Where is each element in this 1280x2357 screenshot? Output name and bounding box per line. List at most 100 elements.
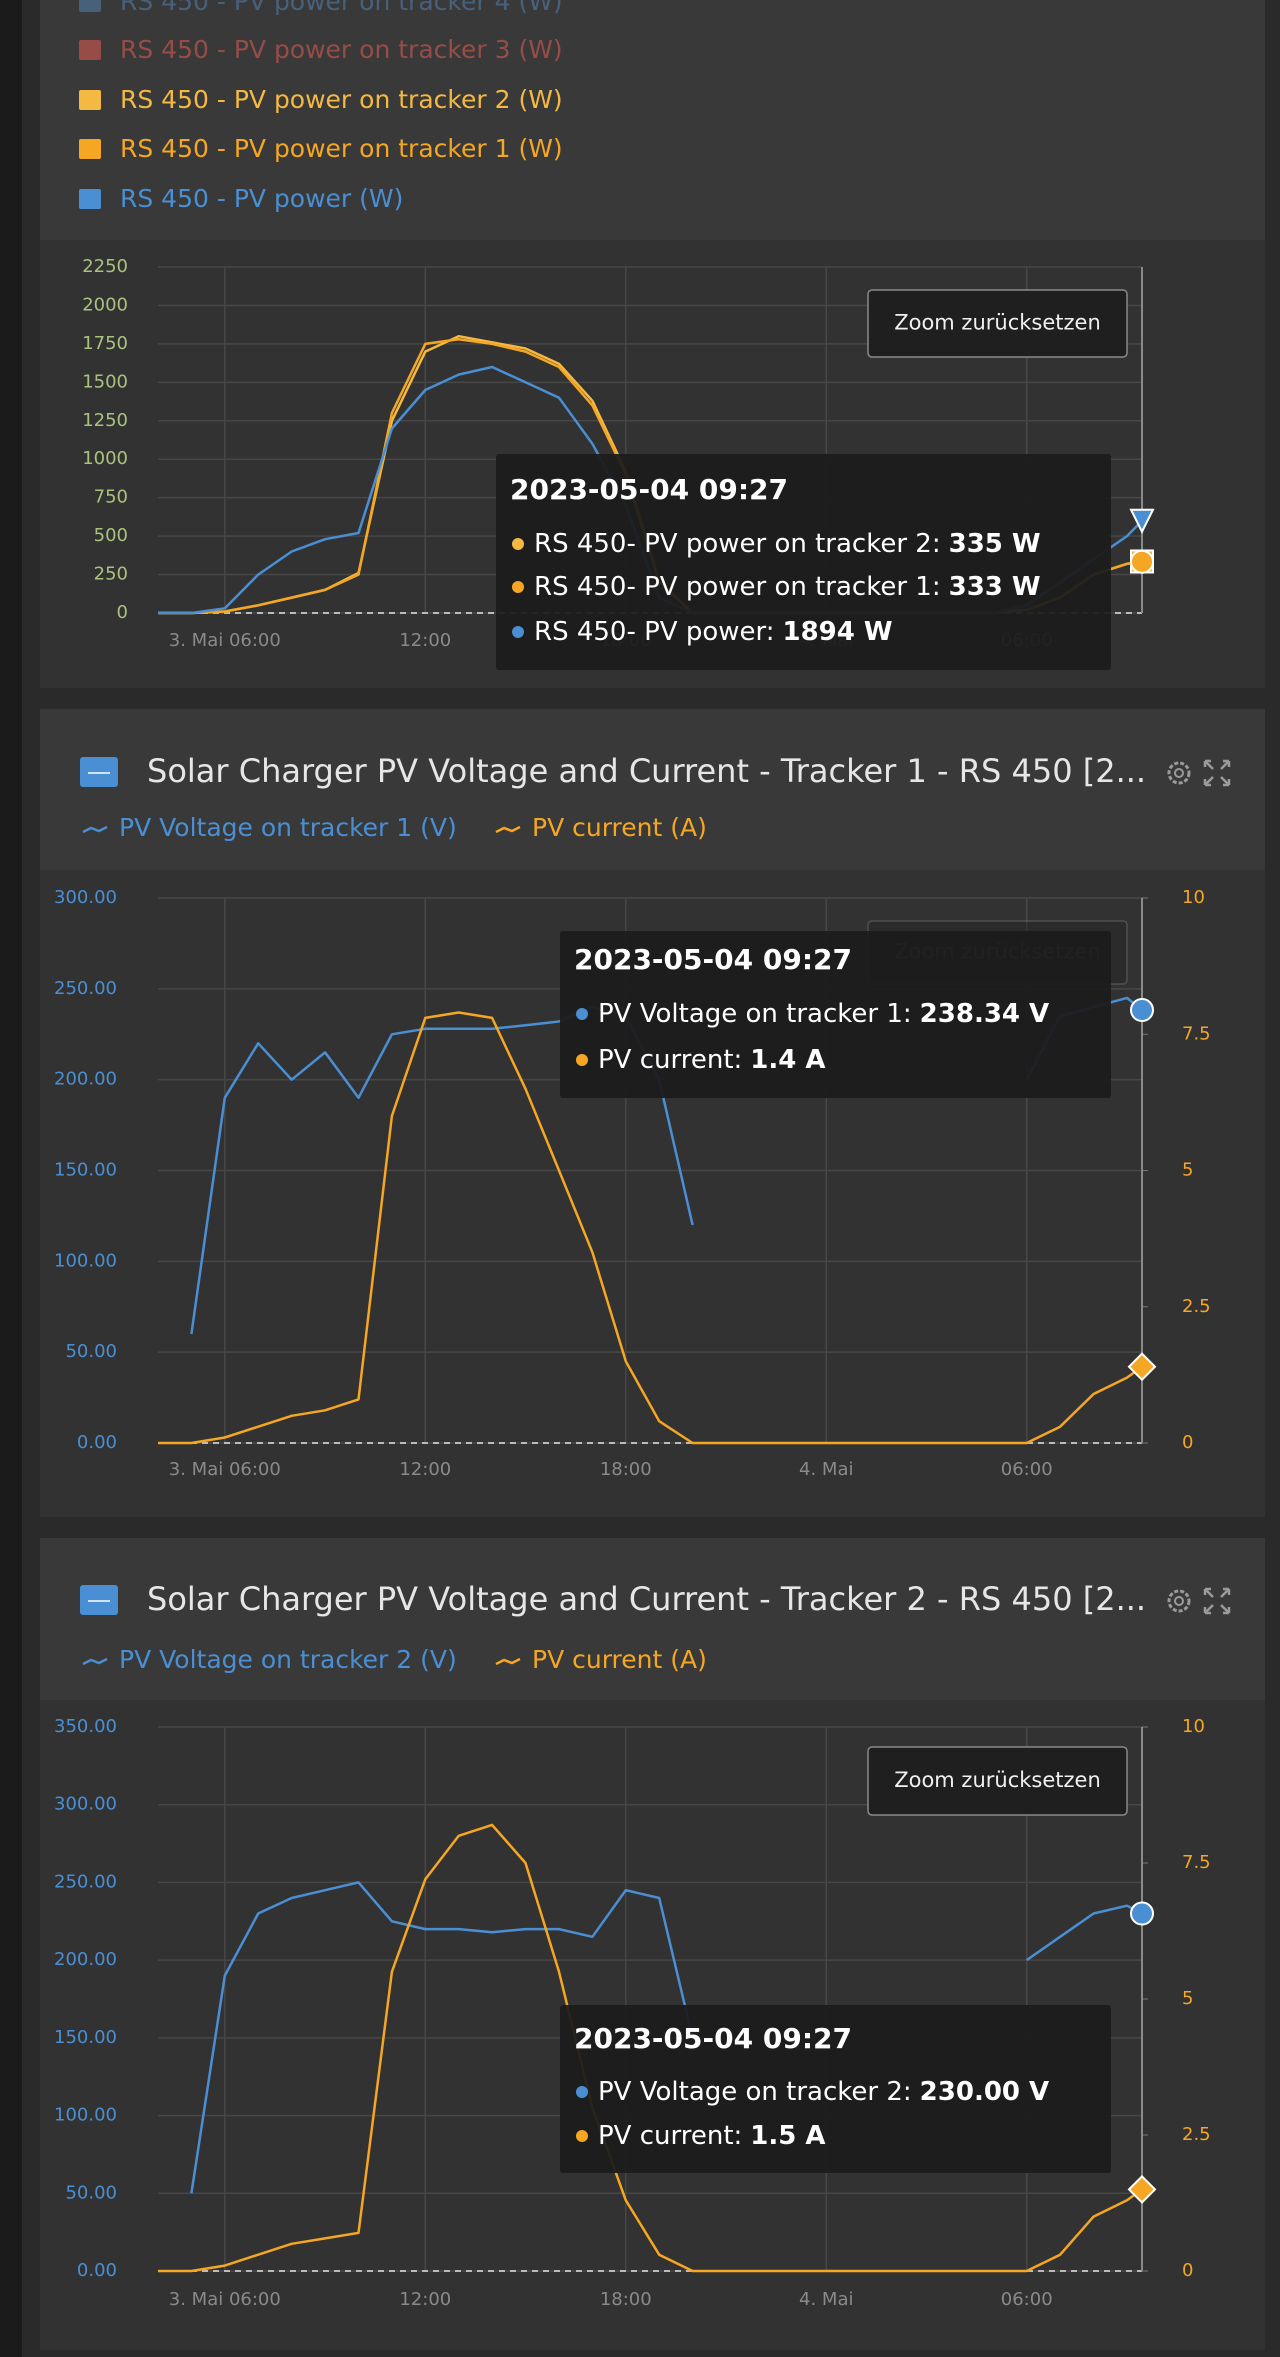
tooltip-label: PV current: [598, 2121, 742, 2151]
tooltip-label: RS 450- PV power: [534, 617, 775, 647]
settings-icon-hub [1174, 768, 1184, 778]
y-tick-label: 100.00 [54, 2105, 117, 2126]
point-marker [1130, 998, 1154, 1023]
y-tick-label: 350.00 [54, 1716, 117, 1737]
legend-icon[interactable] [495, 825, 521, 834]
legend-icon[interactable] [79, 139, 101, 159]
tooltip [560, 2005, 1111, 2173]
y-tick-label: 750 [94, 487, 128, 508]
legend-icon[interactable] [82, 1657, 108, 1666]
y-tick-label: 250.00 [54, 1871, 117, 1892]
legend-icon[interactable] [79, 90, 101, 110]
y-tick-label: 500 [94, 525, 128, 546]
y-tick-label: 100.00 [54, 1250, 117, 1271]
y-tick-label: 2250 [82, 256, 128, 277]
y-tick-label: 1750 [82, 333, 128, 354]
y-tick-label: 200.00 [54, 1069, 117, 1090]
y-tick-label: 300.00 [54, 1794, 117, 1815]
legend-label[interactable]: RS 450 - PV power on tracker 4 (W) [120, 0, 563, 16]
legend-label[interactable]: RS 450 - PV power on tracker 1 (W) [120, 134, 563, 163]
legend-label[interactable]: RS 450 - PV power on tracker 3 (W) [120, 35, 563, 64]
tooltip-row: PV Voltage on tracker 1: 238.34 V [598, 999, 1049, 1029]
point-marker [1130, 549, 1154, 574]
legend-label[interactable]: PV Voltage on tracker 2 (V) [119, 1645, 457, 1674]
legend-icon[interactable] [79, 189, 101, 209]
tooltip-value: 333 W [949, 572, 1041, 602]
y-tick-label: 1500 [82, 371, 128, 392]
tooltip-bullet [512, 538, 524, 550]
x-tick-label: 3. Mai 06:00 [169, 2289, 281, 2310]
y-tick-label: 0.00 [77, 2260, 117, 2281]
fullscreen-icon[interactable] [1203, 759, 1231, 787]
tooltip-row: PV Voltage on tracker 2: 230.00 V [598, 2077, 1049, 2107]
zoom-button[interactable] [867, 1746, 1128, 1816]
y-tick-label: 250 [94, 564, 128, 585]
y2-tick-label: 0 [1182, 1432, 1193, 1453]
x-tick-label: 3. Mai 06:00 [169, 630, 281, 651]
tooltip-label: RS 450- PV power on tracker 2: [534, 529, 941, 559]
x-tick-label: 12:00 [399, 630, 451, 651]
y2-tick-label: 5 [1182, 1160, 1193, 1181]
legend-icon[interactable] [79, 40, 101, 60]
legend-icon[interactable] [495, 1657, 521, 1666]
settings-icon-ring [1167, 761, 1191, 785]
fullscreen-icon[interactable] [1203, 1587, 1231, 1615]
legend-label[interactable]: RS 450 - PV power on tracker 2 (W) [120, 85, 563, 114]
y2-tick-label: 2.5 [1182, 2124, 1211, 2145]
settings-icon[interactable] [1167, 1589, 1191, 1613]
y2-tick-label: 0 [1182, 2260, 1193, 2281]
legend-icon[interactable] [82, 825, 108, 834]
legend-icon[interactable] [79, 0, 101, 12]
zoom-button-label[interactable]: Zoom zurücksetzen [894, 311, 1101, 335]
tooltip-label: PV Voltage on tracker 1: [598, 999, 912, 1029]
y-tick-label: 50.00 [65, 1341, 117, 1362]
y-tick-label: 50.00 [65, 2182, 117, 2203]
x-tick-label: 06:00 [1001, 1459, 1053, 1480]
tooltip-label: PV Voltage on tracker 2: [598, 2077, 912, 2107]
legend-label[interactable]: RS 450 - PV power (W) [120, 184, 403, 213]
x-tick-label: 12:00 [399, 1459, 451, 1480]
tooltip-row: RS 450- PV power on tracker 1: 333 W [534, 572, 1041, 602]
settings-icon[interactable] [1167, 761, 1191, 785]
tooltip-title: 2023-05-04 09:27 [574, 943, 852, 976]
x-tick-label: 06:00 [1001, 2289, 1053, 2310]
x-tick-label: 4. Mai [799, 2289, 853, 2310]
y2-tick-label: 7.5 [1182, 1852, 1211, 1873]
fullscreen-icon-arrows [1203, 759, 1231, 787]
settings-icon-ring [1167, 1589, 1191, 1613]
legend-label[interactable]: PV current (A) [532, 1645, 707, 1674]
tooltip-bullet [512, 626, 524, 638]
tooltip-value: 238.34 V [920, 999, 1050, 1029]
chart-title: Solar Charger PV Voltage and Current - T… [147, 752, 1146, 790]
tooltip-row: PV current: 1.4 A [598, 1045, 826, 1075]
y-tick-label: 1250 [82, 410, 128, 431]
point-marker [1129, 508, 1155, 534]
y-tick-label: 300.00 [54, 887, 117, 908]
legend-label[interactable]: PV Voltage on tracker 1 (V) [119, 813, 457, 842]
series-line [158, 1823, 1143, 2273]
legend-label[interactable]: PV current (A) [532, 813, 707, 842]
settings-icon-hub [1174, 1596, 1184, 1606]
x-tick-label: 18:00 [600, 1459, 652, 1480]
tooltip-label: PV current: [598, 1045, 742, 1075]
y-tick-label: 250.00 [54, 978, 117, 999]
y2-tick-label: 7.5 [1182, 1023, 1211, 1044]
chart-title: Solar Charger PV Voltage and Current - T… [147, 1580, 1146, 1618]
tooltip-bullet [576, 2086, 588, 2098]
fullscreen-icon-arrows [1203, 1587, 1231, 1615]
y-tick-label: 150.00 [54, 2027, 117, 2048]
zoom-button[interactable] [867, 289, 1128, 358]
tooltip-title: 2023-05-04 09:27 [574, 2022, 852, 2055]
tooltip-row: PV current: 1.5 A [598, 2121, 826, 2151]
tooltip-value: 230.00 V [920, 2077, 1050, 2107]
sidebar-edge [0, 0, 22, 2357]
zoom-button-label[interactable]: Zoom zurücksetzen [894, 1768, 1101, 1792]
tooltip-row: RS 450- PV power: 1894 W [534, 617, 893, 647]
tooltip [560, 931, 1111, 1098]
y2-tick-label: 10 [1182, 1716, 1205, 1737]
tooltip-title: 2023-05-04 09:27 [510, 473, 788, 506]
tooltip-bullet [576, 2130, 588, 2142]
